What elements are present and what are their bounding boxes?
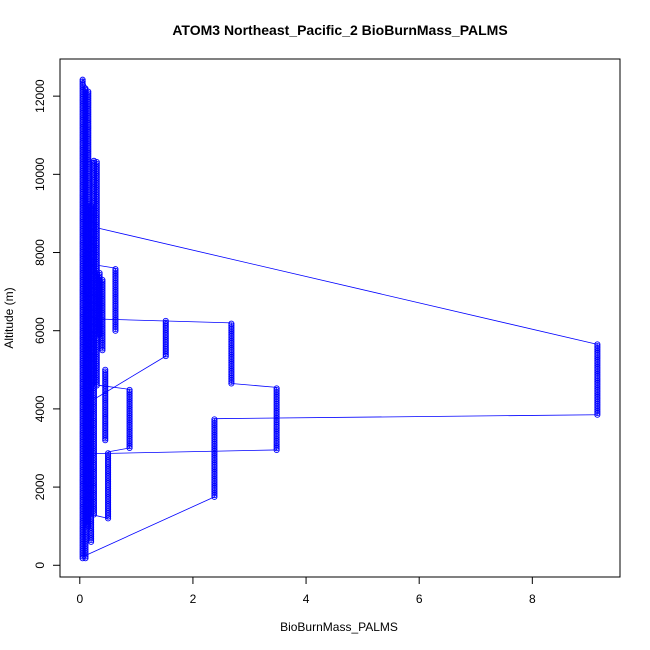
data-point (102, 370, 109, 377)
data-point (112, 267, 119, 274)
data-point (228, 324, 235, 331)
data-point (594, 341, 601, 348)
x-axis-label: BioBurnMass_PALMS (280, 620, 398, 634)
x-tick-label: 6 (416, 592, 423, 606)
data-point (85, 90, 92, 97)
y-tick-label: 2000 (33, 473, 47, 500)
data-point (102, 368, 109, 375)
data-point (112, 266, 119, 273)
data-point (126, 388, 133, 395)
x-tick-label: 8 (529, 592, 536, 606)
data-point (162, 319, 169, 326)
data-point (594, 343, 601, 350)
data-point (211, 419, 218, 427)
data-point (594, 344, 601, 351)
data-point (228, 322, 235, 329)
y-tick-label: 4000 (33, 395, 47, 422)
x-tick-label: 0 (76, 592, 83, 606)
data-point (162, 321, 169, 328)
data-series (79, 76, 601, 562)
data-point (93, 158, 100, 166)
data-point (126, 386, 133, 393)
data-point (85, 92, 92, 99)
data-point (102, 366, 109, 373)
y-tick-label: 10000 (33, 157, 47, 191)
x-axis: 0 2 4 6 8 (76, 576, 536, 606)
x-tick-label: 4 (303, 592, 310, 606)
series-line-segment (231, 383, 277, 388)
y-axis-label: Altitude (m) (2, 287, 16, 348)
data-point (126, 390, 133, 397)
data-point (105, 453, 112, 460)
data-point (211, 418, 218, 425)
plot-area-frame (59, 58, 621, 578)
data-point (96, 271, 103, 278)
series-line-segment (108, 447, 130, 453)
y-axis: 0 2000 4000 6000 8000 10000 12000 (33, 79, 61, 569)
data-point (105, 450, 112, 457)
series-line-segment (214, 414, 598, 420)
data-point (79, 80, 86, 87)
data-point (99, 276, 106, 283)
data-point (96, 269, 103, 277)
series-line-segment (85, 496, 215, 556)
data-point (85, 88, 92, 95)
data-point (93, 162, 100, 169)
data-point (93, 160, 100, 167)
data-point (79, 76, 86, 83)
series-line-segment (90, 355, 166, 402)
chart-title: ATOM3 Northeast_Pacific_2 BioBurnMass_PA… (172, 22, 507, 38)
data-point (112, 269, 119, 276)
data-point (228, 320, 235, 327)
y-tick-label: 6000 (33, 317, 47, 344)
y-tick-label: 12000 (33, 79, 47, 113)
data-point (162, 317, 169, 324)
data-point (99, 278, 106, 285)
series-line-segment (93, 226, 598, 345)
series-line-segment (85, 449, 277, 455)
data-point (211, 416, 218, 423)
y-tick-label: 8000 (33, 239, 47, 266)
data-point (273, 388, 280, 395)
data-point (79, 78, 86, 85)
data-point (105, 451, 112, 459)
x-tick-label: 2 (190, 592, 197, 606)
data-point (273, 385, 280, 392)
data-point (273, 387, 280, 394)
data-point (99, 280, 106, 287)
y-tick-label: 0 (33, 562, 47, 569)
